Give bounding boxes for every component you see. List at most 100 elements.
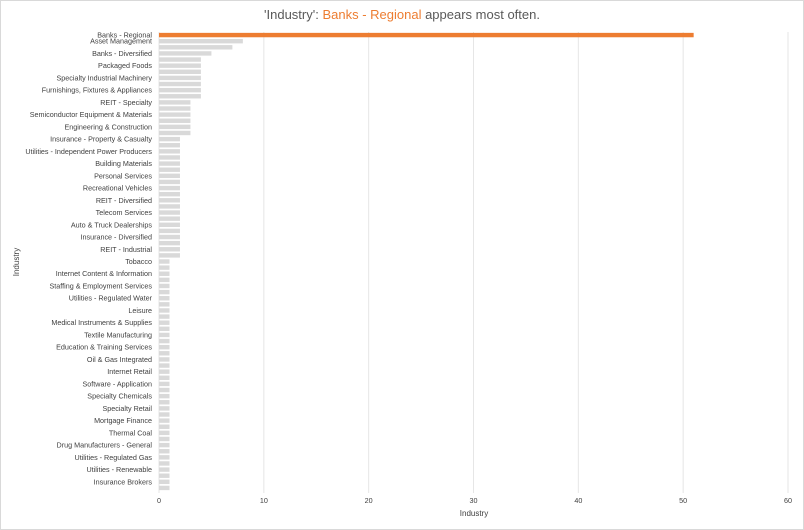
category-label: Utilities - Independent Power Producers — [25, 147, 152, 156]
bar — [159, 228, 180, 234]
bar — [159, 100, 191, 105]
bar — [159, 320, 170, 325]
bar — [159, 314, 170, 319]
bar — [159, 253, 180, 258]
bar — [159, 351, 170, 356]
bar — [159, 87, 201, 93]
bar — [159, 449, 170, 454]
bar — [159, 375, 170, 380]
bar — [159, 38, 243, 44]
bar — [159, 57, 201, 62]
bar — [159, 479, 170, 485]
category-label: Engineering & Construction — [65, 122, 153, 131]
bar — [159, 191, 180, 197]
bar — [159, 198, 180, 203]
category-label: Asset Management — [90, 37, 152, 46]
category-label: Tobacco — [125, 257, 152, 266]
title-prefix: 'Industry': — [264, 7, 323, 22]
bar — [159, 387, 170, 393]
category-label: Specialty Retail — [102, 404, 152, 413]
bar — [159, 81, 201, 87]
bar — [159, 363, 170, 368]
bar — [159, 296, 170, 301]
bar — [159, 234, 180, 240]
x-tick-label: 10 — [260, 496, 268, 505]
category-label: Leisure — [128, 306, 152, 315]
bar — [159, 277, 170, 283]
bar — [159, 412, 170, 417]
bar — [159, 430, 170, 436]
bars — [159, 32, 694, 491]
bar — [159, 69, 201, 74]
x-tick-label: 60 — [784, 496, 792, 505]
category-label: Insurance - Diversified — [80, 233, 152, 242]
chart-title: 'Industry': Banks - Regional appears mos… — [0, 7, 804, 22]
bar — [159, 283, 170, 289]
category-label: Staffing & Employment Services — [49, 281, 152, 290]
category-label: Recreational Vehicles — [83, 184, 153, 193]
category-label: Insurance - Property & Casualty — [50, 135, 152, 144]
x-tick-label: 0 — [157, 496, 161, 505]
bar — [159, 94, 201, 99]
bar — [159, 344, 170, 350]
x-tick-labels: 0 10 20 30 40 50 60 — [157, 496, 792, 505]
category-label: Insurance Brokers — [94, 477, 153, 486]
bar — [159, 118, 191, 123]
x-tick-label: 40 — [574, 496, 582, 505]
category-label: Education & Training Services — [56, 343, 152, 352]
bar — [159, 473, 170, 478]
category-label: Thermal Coal — [109, 428, 153, 437]
category-label: Oil & Gas Integrated — [87, 355, 152, 364]
category-label: Banks - Regional — [97, 31, 152, 40]
category-label: Internet Retail — [107, 367, 152, 376]
category-label: Personal Services — [94, 171, 152, 180]
category-label: REIT - Diversified — [96, 196, 152, 205]
category-label: Furnishings, Fixtures & Appliances — [42, 86, 153, 95]
bar — [159, 418, 170, 423]
bar — [159, 210, 180, 215]
bar — [159, 173, 180, 179]
bar — [159, 442, 170, 448]
category-label: Specialty Chemicals — [87, 392, 152, 401]
bar — [159, 393, 170, 399]
bar — [159, 75, 201, 81]
bar — [159, 112, 191, 117]
category-label: Mortgage Finance — [94, 416, 152, 425]
bar — [159, 204, 180, 209]
category-label: Utilities - Renewable — [86, 465, 152, 474]
bar — [159, 455, 170, 460]
category-label: Banks - Diversified — [92, 49, 152, 58]
bar — [159, 185, 180, 191]
bar — [159, 326, 170, 332]
bar — [159, 106, 191, 111]
bar — [159, 338, 170, 344]
bar — [159, 155, 180, 160]
category-label: Packaged Foods — [98, 61, 152, 70]
bar — [159, 400, 170, 405]
bar — [159, 167, 180, 172]
category-label: Medical Instruments & Supplies — [51, 318, 152, 327]
bar — [159, 406, 170, 411]
category-label: REIT - Specialty — [100, 98, 152, 107]
category-label: Specialty Industrial Machinery — [57, 73, 153, 82]
bar — [159, 222, 180, 227]
category-label: Semiconductor Equipment & Materials — [30, 110, 153, 119]
bar — [159, 143, 180, 148]
category-label: Telecom Services — [96, 208, 153, 217]
bar — [159, 63, 201, 68]
bar — [159, 485, 170, 491]
gridlines — [158, 32, 789, 493]
x-tick-label: 20 — [365, 496, 373, 505]
category-label: Internet Content & Information — [56, 269, 152, 278]
bar — [159, 461, 170, 466]
bar — [159, 259, 170, 264]
category-label: REIT - Industrial — [100, 245, 152, 254]
bar — [159, 247, 180, 252]
x-tick-label: 30 — [470, 496, 478, 505]
category-label: Software - Application — [82, 379, 152, 388]
bar — [159, 240, 180, 246]
bar — [159, 136, 180, 142]
bar — [159, 149, 180, 154]
